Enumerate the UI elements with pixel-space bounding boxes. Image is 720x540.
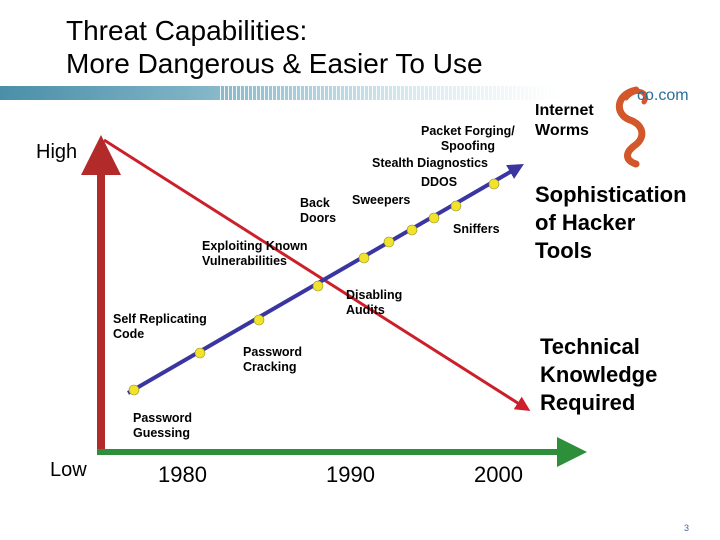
year-1990: 1990 xyxy=(326,462,375,487)
label-sweepers: Sweepers xyxy=(352,193,411,207)
marker-stealth xyxy=(450,200,462,212)
title-line-2: More Dangerous & Easier To Use xyxy=(66,48,483,79)
marker-sniffers xyxy=(428,212,440,224)
label-password-cracking: Password Cracking xyxy=(243,345,303,374)
logo-text: co.com xyxy=(637,87,689,104)
marker-ddos xyxy=(488,178,500,190)
label-packet-forging-spoofing: Packet Forging/ Spoofing xyxy=(421,124,515,153)
label-password-guessing: Password Guessing xyxy=(133,411,193,440)
marker-self-replicating-code xyxy=(194,347,206,359)
label-exploiting-known-vulnerabilities: Exploiting Known Vulnerabilities xyxy=(202,239,308,268)
page-number: 3 xyxy=(684,523,690,533)
label-sniffers: Sniffers xyxy=(453,222,500,236)
label-stealth-diagnostics: Stealth Diagnostics xyxy=(372,156,488,170)
knowledge-label: Technical Knowledge Required xyxy=(540,334,658,415)
tool-markers xyxy=(128,178,500,396)
knowledge-line xyxy=(103,138,531,412)
low-label: Low xyxy=(50,459,87,481)
label-ddos: DDOS xyxy=(421,175,458,189)
slide-title: Threat Capabilities: More Dangerous & Ea… xyxy=(66,14,483,80)
marker-sweepers xyxy=(406,224,418,236)
year-2000: 2000 xyxy=(474,462,523,487)
marker-back-doors xyxy=(383,236,395,248)
label-self-replicating-code: Self Replicating Code xyxy=(113,312,207,341)
swirl-logo-icon xyxy=(616,86,648,168)
label-internet-worms: Internet Worms xyxy=(535,102,594,139)
year-1980: 1980 xyxy=(158,462,207,487)
marker-exploiting-vulnerabilities xyxy=(312,280,324,292)
sophistication-label: Sophistication of Hacker Tools xyxy=(535,182,687,263)
label-disabling-audits: Disabling Audits xyxy=(346,288,403,317)
marker-password-guessing xyxy=(128,384,140,396)
label-back-doors: Back Doors xyxy=(300,196,337,225)
marker-disabling-audits xyxy=(358,252,370,264)
high-label: High xyxy=(36,141,78,163)
title-line-1: Threat Capabilities: xyxy=(66,15,308,46)
marker-password-cracking xyxy=(253,314,265,326)
title-bar-hatching xyxy=(220,86,550,100)
